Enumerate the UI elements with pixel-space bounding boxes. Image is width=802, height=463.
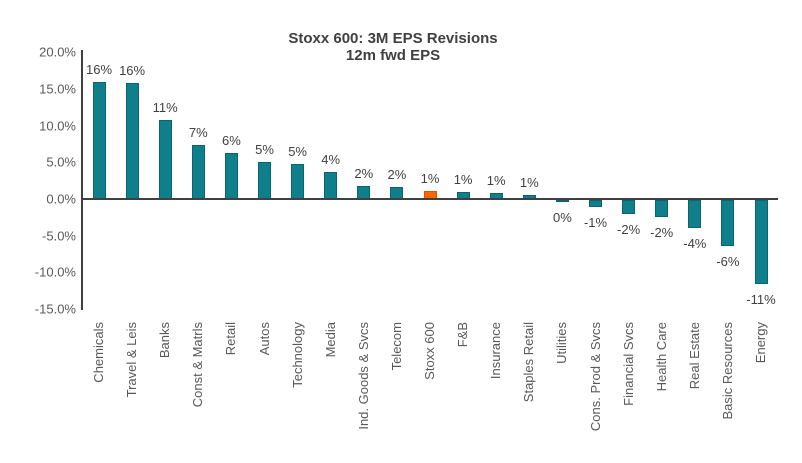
y-axis-tick-label: 10.0% [39, 118, 76, 134]
x-axis-category-label: Retail [223, 322, 239, 356]
bar [158, 120, 172, 199]
bar [125, 82, 139, 199]
bar [688, 200, 702, 228]
x-axis-category-label: Telecom [388, 322, 404, 371]
x-axis-category-label: Technology [289, 322, 305, 388]
x-axis-category-label: Energy [753, 322, 768, 364]
bar [589, 200, 602, 207]
x-axis-category-label: Utilities [554, 322, 570, 364]
bar-value-label: -1% [583, 214, 608, 230]
bar [224, 153, 238, 199]
x-axis-category-label: Travel & Leis [124, 322, 140, 398]
x-axis-category-label: Autos [256, 322, 272, 356]
x-axis-category-label: Media [322, 322, 338, 358]
bar-value-label: 1% [453, 172, 473, 188]
x-axis-category-anchor: Energy [753, 320, 802, 363]
x-axis-category-label: Real Estate [686, 322, 702, 390]
x-axis-category-label: Cons. Prod & Svcs [587, 322, 603, 432]
bar [721, 200, 735, 246]
bar-value-label: 1% [420, 170, 440, 186]
bar [622, 200, 636, 214]
bar-value-label: 0% [552, 210, 572, 226]
bar [258, 162, 271, 199]
bar [191, 144, 205, 199]
x-axis-category-label: Financial Svcs [620, 322, 636, 406]
bar-value-label: 5% [255, 142, 274, 158]
x-axis-category-label: Ind. Goods & Svcs [355, 322, 371, 430]
y-axis-tick-label: -10.0% [34, 264, 76, 280]
y-axis-tick-label: 20.0% [39, 44, 76, 60]
y-axis-tick-label: -15.0% [34, 301, 76, 317]
bar [754, 200, 768, 285]
x-axis-category-label: F&B [455, 322, 471, 348]
bar-value-label: 5% [288, 143, 307, 159]
bar [555, 200, 569, 203]
bar-value-label: 1% [486, 173, 506, 189]
bar-value-label: -2% [617, 221, 641, 237]
bar [92, 82, 106, 199]
bar-value-label: 1% [519, 174, 539, 190]
y-axis-tick-label: 5.0% [46, 154, 76, 170]
chart-title-line2: 12m fwd EPS [345, 47, 441, 64]
bar-value-label: 16% [85, 62, 113, 78]
bar-value-label: -11% [746, 292, 776, 308]
y-axis-tick-label: 0.0% [46, 191, 76, 207]
bar-value-label: 2% [354, 165, 374, 181]
x-axis-category-label: Health Care [653, 322, 669, 392]
bar-value-label: 7% [188, 124, 208, 140]
y-axis-tick-label: -5.0% [42, 228, 76, 244]
zero-axis-line [81, 198, 778, 200]
y-axis-line [81, 50, 83, 310]
bar [655, 200, 669, 217]
bar-value-label: 2% [387, 167, 407, 183]
bar [357, 185, 371, 199]
x-axis-category-label: Insurance [488, 322, 504, 380]
chart-title-line1: Stoxx 600: 3M EPS Revisions [288, 30, 498, 47]
bar-value-label: 4% [321, 151, 341, 167]
bar [324, 171, 338, 199]
bar-value-label: 16% [119, 62, 146, 78]
x-axis-category-label: Const & Matrls [190, 322, 206, 408]
bar-value-label: 6% [221, 133, 241, 149]
bar-value-label: -4% [683, 235, 707, 251]
chart-title: Stoxx 600: 3M EPS Revisions 12m fwd EPS [0, 30, 786, 64]
bar-value-label: 11% [152, 100, 178, 116]
x-axis-category-label: Basic Resources [719, 322, 735, 420]
bar-value-label: -6% [716, 253, 740, 269]
x-axis-category-anchor: F&B [455, 320, 488, 347]
bar [291, 163, 305, 199]
x-axis-category-label: Chemicals [91, 322, 106, 383]
bar-value-label: -2% [650, 224, 674, 240]
y-axis-tick-label: 15.0% [39, 81, 76, 97]
x-axis-category-label: Staples Retail [521, 322, 537, 403]
x-axis-category-label: Banks [157, 322, 173, 359]
x-axis-category-label: Stoxx 600 [422, 322, 437, 380]
